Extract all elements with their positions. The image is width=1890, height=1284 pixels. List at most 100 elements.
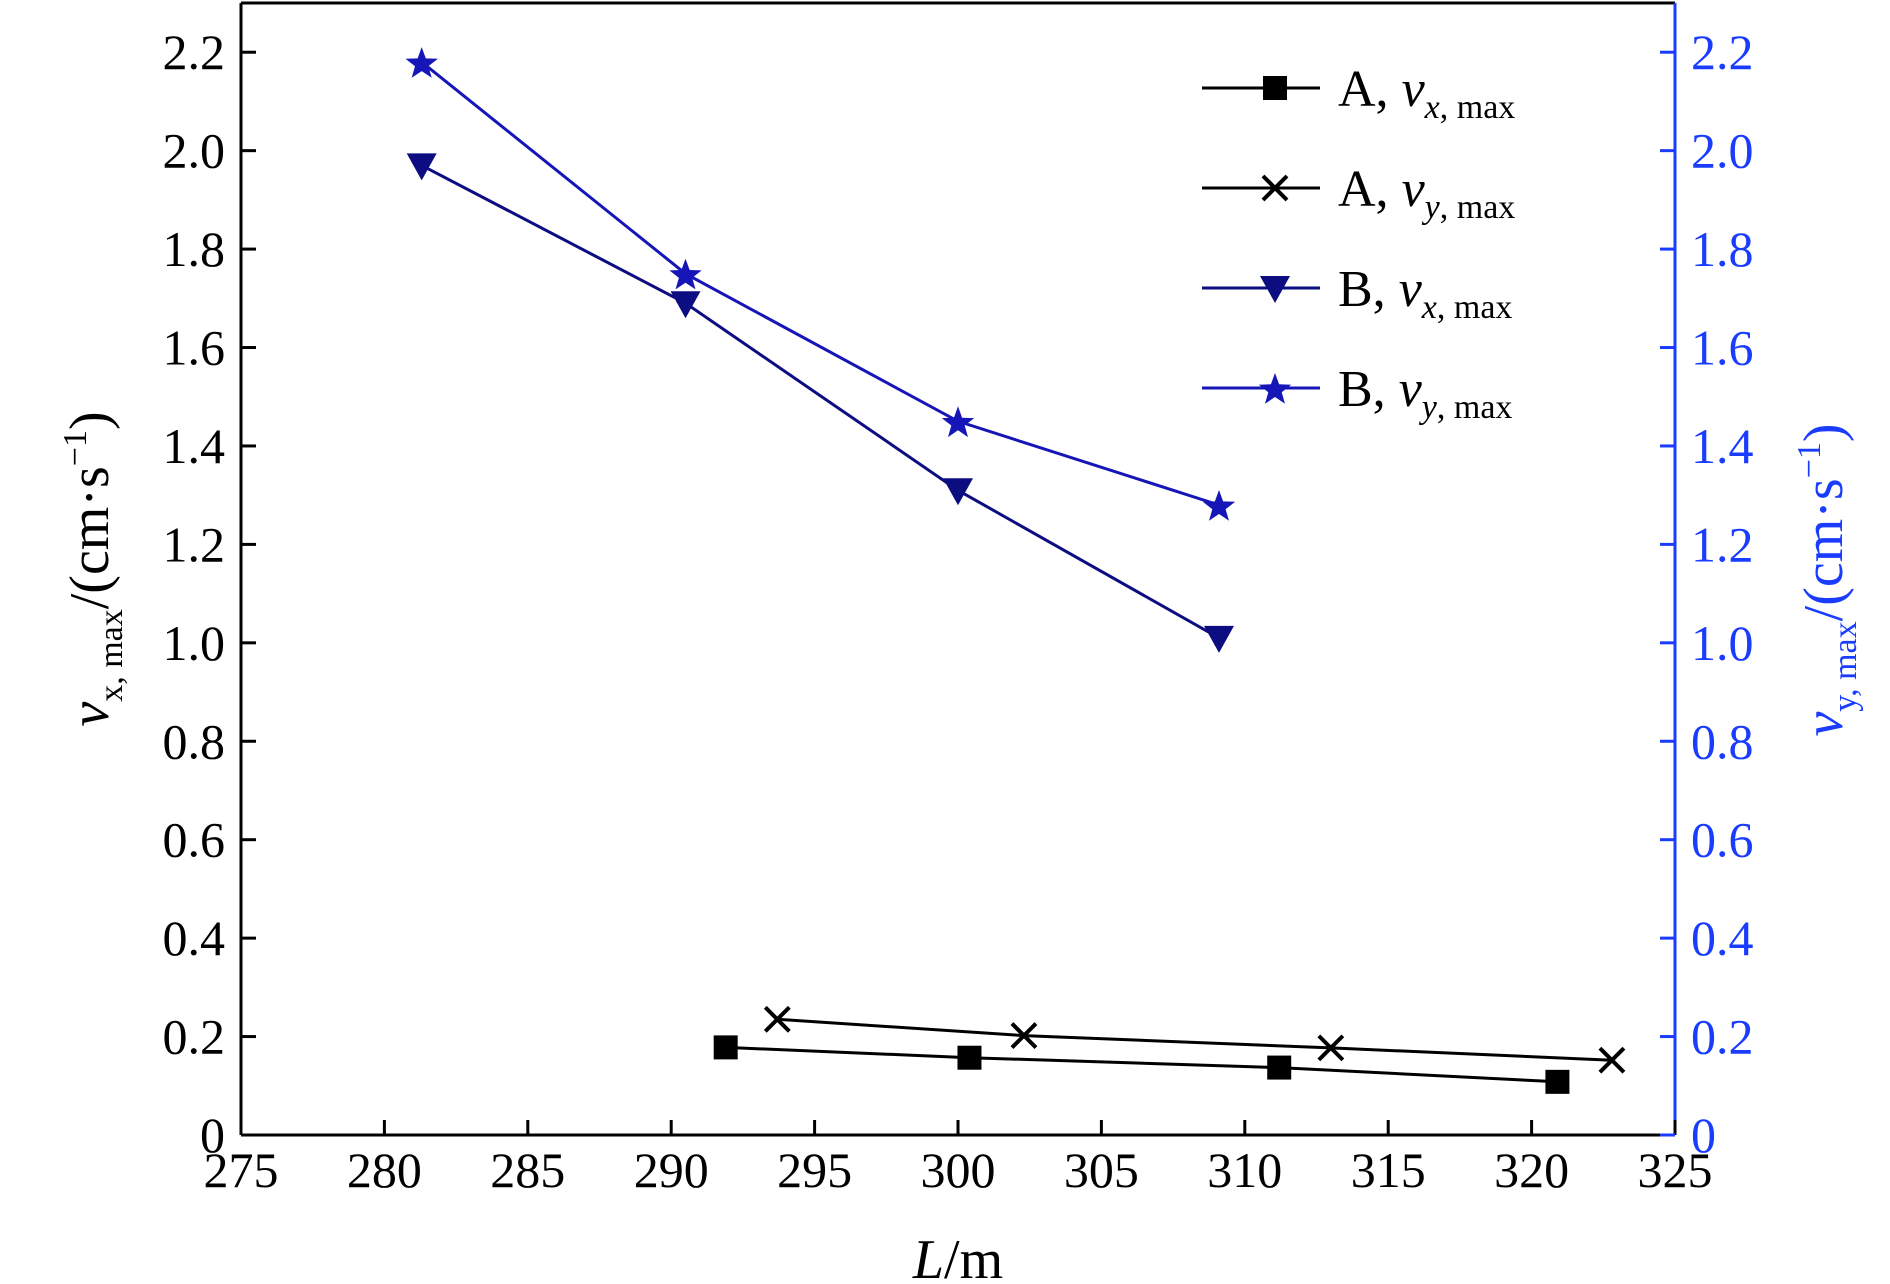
right-y-tick-label: 0.8 (1691, 713, 1754, 769)
x-tick-label: 320 (1494, 1142, 1569, 1198)
legend-label: A, vy, max (1338, 161, 1515, 226)
series-a-vy (763, 1005, 1626, 1074)
left-y-tick-label: 2.2 (163, 24, 226, 80)
legend-label-sub: x (1421, 289, 1437, 326)
right-y-axis-title-var: v (1793, 712, 1855, 737)
right-y-tick-label: 0.6 (1691, 812, 1754, 868)
data-point-a-vy-stroke (1010, 1022, 1038, 1049)
right-y-tick-label: 2.2 (1691, 24, 1754, 80)
x-axis-title: L/m (912, 1229, 1003, 1284)
legend-item-a-vy: A, vy, max (1202, 161, 1515, 226)
left-y-tick-label: 1.8 (163, 221, 226, 277)
x-tick-label: 295 (777, 1142, 852, 1198)
data-point-b-vx (406, 153, 437, 181)
series-b-vy (405, 47, 1236, 521)
data-point-b-vx (670, 291, 701, 319)
x-axis-ticks: 275 280 285 290 295 300 305 310 315 320 325 (204, 1120, 1713, 1198)
x-tick-label: 285 (490, 1142, 565, 1198)
legend-label: B, vx, max (1338, 261, 1512, 326)
data-point-a-vy (1010, 1022, 1038, 1049)
legend-label-sub: x (1424, 89, 1440, 126)
legend-item-b-vy: B, vy, max (1202, 361, 1512, 426)
legend-label: B, vy, max (1338, 361, 1512, 426)
legend-marker-b-vx (1260, 276, 1290, 303)
right-y-axis-title-subscript: y, max (1827, 621, 1864, 711)
right-y-tick-label: 0 (1691, 1107, 1716, 1163)
legend-marker-a-vy (1261, 174, 1289, 202)
x-tick-label: 300 (921, 1142, 996, 1198)
data-point-b-vx (1203, 625, 1234, 653)
x-tick-label: 310 (1207, 1142, 1282, 1198)
data-point-a-vy-stroke (1317, 1034, 1345, 1062)
series-line-b-vx (421, 164, 1220, 640)
data-point-b-vy (1202, 490, 1236, 521)
left-y-axis-title-var: v (59, 702, 121, 727)
x-axis-title-unit: /m (944, 1229, 1003, 1284)
right-y-axis-title-close: ) (1793, 423, 1855, 442)
x-tick-label: 290 (634, 1142, 709, 1198)
legend-label-var: v (1402, 161, 1426, 218)
left-y-axis-ticks: 0 0.2 0.4 0.6 0.8 1.0 1.2 1.4 1.6 1.8 2.0 2.2 (163, 24, 256, 1163)
left-y-tick-label: 0.4 (163, 910, 226, 966)
data-point-b-vy (669, 258, 702, 290)
x-tick-label: 325 (1638, 1142, 1713, 1198)
right-y-axis-title-exponent: −1 (1791, 442, 1828, 478)
right-y-axis-title-unit: /(cm·s (1793, 478, 1855, 621)
right-y-tick-label: 1.6 (1691, 320, 1754, 376)
x-tick-label: 280 (347, 1142, 422, 1198)
legend-item-b-vx: B, vx, max (1202, 261, 1512, 326)
data-point-a-vx (713, 1035, 738, 1060)
right-y-tick-label: 1.4 (1691, 418, 1754, 474)
right-y-tick-label: 0.2 (1691, 1009, 1754, 1065)
legend-label-var: v (1399, 261, 1423, 318)
data-point-b-vx (943, 478, 973, 506)
right-y-axis-title: vy, max/(cm·s−1) (1791, 423, 1864, 736)
left-y-axis-title-close: ) (59, 411, 121, 430)
left-y-axis-title-exponent: −1 (57, 430, 94, 466)
legend-label-prefix: B, (1338, 261, 1399, 318)
right-y-axis-ticks: 0 0.2 0.4 0.6 0.8 1.0 1.2 1.4 1.6 1.8 2.0 2.2 (1660, 24, 1754, 1163)
data-point-a-vx (957, 1045, 982, 1070)
left-y-axis-title: vx, max/(cm·s−1) (57, 411, 130, 726)
data-point-a-vy-stroke (1598, 1046, 1626, 1074)
legend-label-sub-rest: , max (1440, 89, 1516, 126)
left-y-axis-title-unit: /(cm·s (59, 466, 121, 609)
left-y-tick-label: 1.0 (163, 615, 226, 671)
x-tick-label: 275 (204, 1142, 279, 1198)
left-y-tick-label: 0 (200, 1107, 225, 1163)
legend-label-sub-rest: , max (1437, 289, 1513, 326)
legend-label-prefix: A, (1338, 61, 1402, 118)
left-y-tick-label: 2.0 (163, 123, 226, 179)
legend-label-sub-rest: , max (1437, 389, 1513, 426)
legend-label-sub-rest: , max (1440, 189, 1516, 226)
legend-label-sub: y (1422, 189, 1441, 226)
series-a-vx (713, 1035, 1570, 1094)
data-point-a-vx (1267, 1055, 1292, 1080)
legend-label-var: v (1399, 361, 1423, 418)
series-line-a-vy (777, 1017, 1612, 1062)
right-y-tick-label: 2.0 (1691, 123, 1754, 179)
legend-label-prefix: B, (1338, 361, 1399, 418)
x-tick-label: 305 (1064, 1142, 1139, 1198)
series-line-a-vx (725, 1045, 1558, 1084)
data-point-a-vy-stroke (763, 1005, 791, 1033)
left-y-tick-label: 1.2 (163, 516, 226, 572)
right-y-tick-label: 0.4 (1691, 910, 1754, 966)
data-point-b-vy (941, 406, 975, 438)
series-line-b-vy (420, 60, 1220, 507)
right-y-tick-label: 1.2 (1691, 516, 1754, 572)
data-point-a-vy (763, 1005, 791, 1033)
legend-label-sub: y (1419, 389, 1438, 426)
legend-label: A, vx, max (1338, 61, 1515, 126)
left-y-tick-label: 0.6 (163, 812, 226, 868)
left-y-tick-label: 0.2 (163, 1009, 226, 1065)
data-point-a-vy (1317, 1034, 1345, 1062)
left-y-tick-label: 1.6 (163, 320, 226, 376)
left-y-tick-label: 1.4 (163, 418, 226, 474)
left-y-axis-title-subscript: x, max (93, 609, 130, 702)
data-point-b-vy (405, 47, 438, 78)
right-y-tick-label: 1.8 (1691, 221, 1754, 277)
legend-marker-b-vy (1258, 373, 1292, 404)
